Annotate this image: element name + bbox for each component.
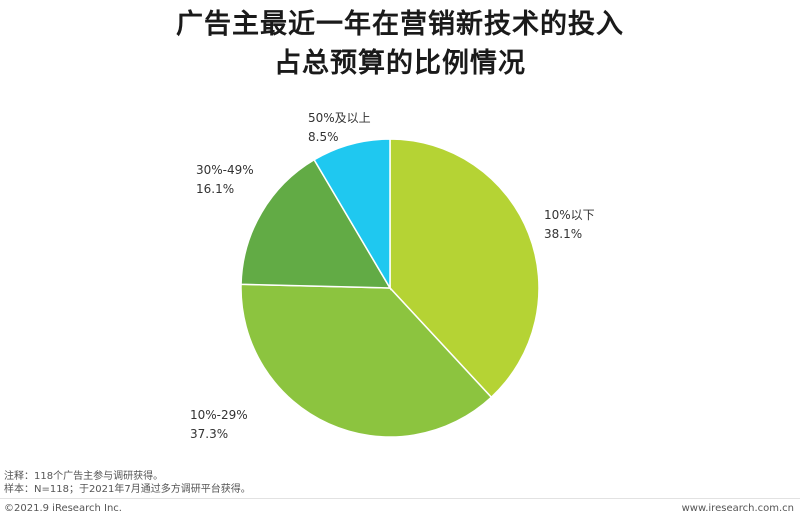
pie-slice-3 [313, 138, 391, 291]
chart-title-line-1: 广告主最近一年在营销新技术的投入 [176, 9, 624, 40]
slice-label-value: 38.1% [544, 227, 583, 241]
slice-label-10-29: 10%-29% 37.3% [190, 406, 248, 444]
copyright-text: ©2021.9 iResearch Inc. [4, 503, 122, 514]
slice-label-name: 10%-29% [190, 408, 248, 422]
slice-label-name: 50%及以上 [308, 111, 371, 125]
slice-label-value: 16.1% [196, 182, 235, 196]
website-link[interactable]: www.iresearch.com.cn [681, 503, 794, 514]
chart-title-line-2: 占总预算的比例情况 [274, 48, 526, 79]
footer-divider [0, 498, 800, 499]
slice-label-name: 30%-49% [196, 163, 254, 177]
slice-label-value: 37.3% [190, 427, 229, 441]
slice-label-name: 10%以下 [544, 208, 595, 222]
pie-slice-1 [240, 283, 493, 438]
slice-label-value: 8.5% [308, 130, 339, 144]
pie-slices [240, 138, 540, 438]
note-line: 注释：118个广告主参与调研获得。 [4, 471, 164, 482]
chart-notes: 注释：118个广告主参与调研获得。 样本：N=118；于2021年7月通过多方调… [4, 470, 251, 496]
pie-slice-2 [240, 158, 392, 289]
sample-line: 样本：N=118；于2021年7月通过多方调研平台获得。 [4, 484, 251, 495]
slice-label-10-below: 10%以下 38.1% [544, 206, 595, 244]
slice-label-50-above: 50%及以上 8.5% [308, 109, 371, 147]
pie-slice-0 [389, 138, 540, 399]
slice-label-30-49: 30%-49% 16.1% [196, 161, 254, 199]
